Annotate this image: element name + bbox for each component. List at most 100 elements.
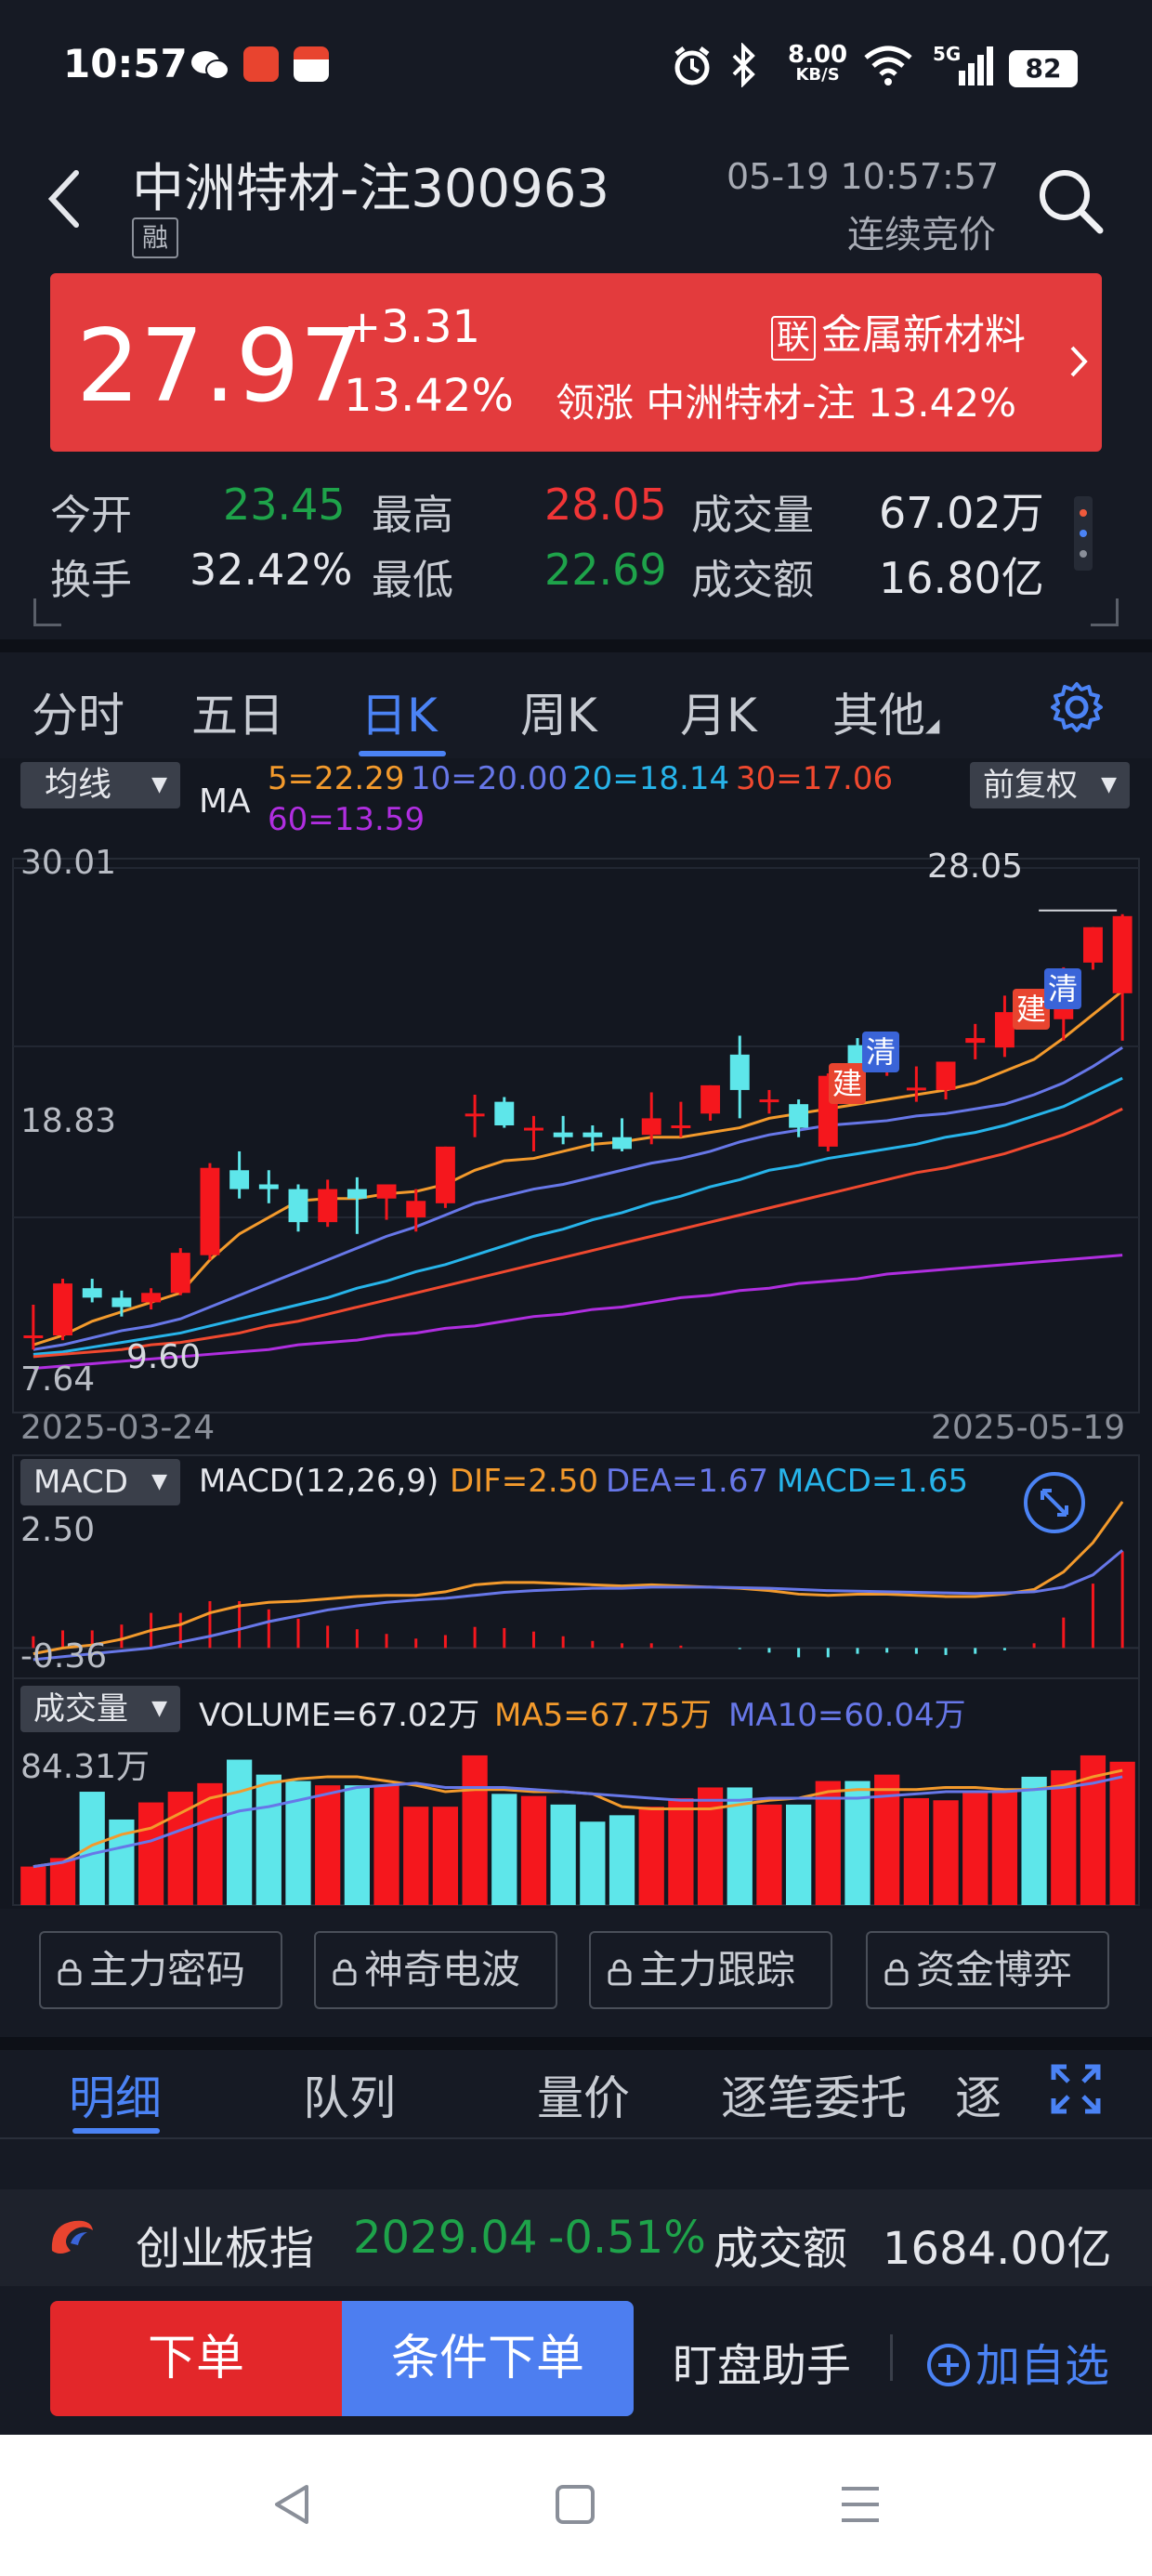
tab-five-day[interactable]: 五日 bbox=[191, 689, 284, 743]
build-position-tag[interactable]: 建 bbox=[829, 1063, 866, 1104]
volume-bar bbox=[697, 1787, 724, 1905]
status-time: 10:57 bbox=[63, 41, 188, 86]
candle-body bbox=[1083, 927, 1103, 963]
volume-y-top: 84.31万 bbox=[20, 1748, 151, 1786]
watch-assistant-button[interactable]: 盯盘助手 bbox=[673, 2340, 852, 2392]
volume-selector[interactable]: 成交量 ▼ bbox=[20, 1686, 180, 1732]
volume-bar bbox=[227, 1759, 253, 1905]
candle-body bbox=[583, 1132, 603, 1137]
price-change-pct: 13.42% bbox=[344, 370, 515, 422]
tab-intraday[interactable]: 分时 bbox=[32, 689, 124, 743]
search-icon bbox=[1040, 170, 1104, 234]
candle-body bbox=[82, 1288, 102, 1298]
tab-volume-price[interactable]: 量价 bbox=[537, 2071, 630, 2125]
volume-current: VOLUME=67.02万 bbox=[199, 1697, 480, 1734]
fullscreen-button[interactable] bbox=[1050, 2063, 1102, 2115]
bank-app-icon bbox=[243, 46, 279, 82]
clear-position-tag[interactable]: 清 bbox=[1044, 968, 1081, 1009]
turnover-value: 32.42% bbox=[190, 545, 353, 595]
conditional-order-button[interactable]: 条件下单 bbox=[342, 2301, 634, 2416]
ma30-value: 30=17.06 bbox=[736, 760, 894, 797]
volume-bar bbox=[1021, 1776, 1047, 1905]
y-axis-top: 30.01 bbox=[20, 844, 117, 882]
feature-main-tracking[interactable]: 主力跟踪 bbox=[589, 1931, 832, 2009]
candle-body bbox=[318, 1189, 338, 1223]
tab-more[interactable]: 逐 bbox=[955, 2071, 1001, 2125]
volume-bar bbox=[933, 1800, 959, 1905]
add-watchlist-button[interactable]: 加自选 bbox=[925, 2329, 1109, 2394]
corner-bracket-right bbox=[1091, 598, 1119, 626]
settings-button[interactable] bbox=[1048, 678, 1106, 736]
tab-queue[interactable]: 队列 bbox=[303, 2071, 396, 2125]
candle-body bbox=[612, 1137, 632, 1150]
ma-line-ma30 bbox=[33, 1107, 1123, 1359]
feature-capital-game[interactable]: 资金博弈 bbox=[866, 1931, 1109, 2009]
tab-other[interactable]: 其他◢ bbox=[832, 689, 940, 743]
corner-triangle-icon: ◢ bbox=[925, 714, 940, 736]
tab-order-by-order[interactable]: 逐笔委托 bbox=[721, 2071, 907, 2125]
tab-detail[interactable]: 明细 bbox=[69, 2071, 162, 2125]
adjust-selector[interactable]: 前复权 ▼ bbox=[970, 762, 1130, 808]
pay-app-icon bbox=[294, 46, 329, 82]
price-banner[interactable]: 27.97 +3.31 13.42% 联金属新材料 领涨 中洲特材-注 13.4… bbox=[50, 273, 1102, 452]
stock-chart[interactable] bbox=[0, 758, 1152, 1911]
open-label: 今开 bbox=[50, 492, 132, 539]
active-detail-indicator bbox=[72, 2128, 160, 2134]
volume-bar bbox=[344, 1785, 370, 1905]
ma5-value: 5=22.29 bbox=[268, 760, 405, 797]
macd-selector[interactable]: MACD ▼ bbox=[20, 1459, 180, 1505]
feature-magic-wave[interactable]: 神奇电波 bbox=[314, 1931, 557, 2009]
back-button[interactable] bbox=[45, 167, 82, 230]
search-button[interactable] bbox=[1035, 165, 1106, 236]
low-value: 22.69 bbox=[544, 545, 667, 595]
tab-monthly-k[interactable]: 月K bbox=[680, 689, 757, 743]
plus-circle-icon bbox=[927, 2344, 970, 2386]
volume-bar bbox=[844, 1781, 871, 1905]
lock-icon bbox=[884, 1959, 909, 1986]
expand-chart-button[interactable] bbox=[1022, 1470, 1087, 1535]
nav-menu-button[interactable] bbox=[838, 2483, 883, 2530]
bluetooth-icon bbox=[730, 42, 758, 91]
volume-bar bbox=[815, 1781, 841, 1905]
tab-weekly-k[interactable]: 周K bbox=[520, 689, 597, 743]
volume-bar bbox=[520, 1795, 547, 1905]
action-separator bbox=[890, 2334, 893, 2381]
nav-home-button[interactable] bbox=[554, 2483, 596, 2530]
chevron-right-icon bbox=[1067, 338, 1091, 385]
more-menu-icon[interactable] bbox=[1074, 496, 1093, 571]
date-end: 2025-05-19 bbox=[931, 1409, 1126, 1447]
candle-body bbox=[229, 1170, 250, 1189]
candle-body bbox=[53, 1283, 72, 1335]
lock-icon bbox=[608, 1959, 632, 1986]
nav-back-button[interactable] bbox=[269, 2481, 316, 2531]
candle-body bbox=[258, 1184, 279, 1189]
volume-bar bbox=[991, 1792, 1018, 1905]
amount-value: 16.80亿 bbox=[879, 553, 1044, 603]
build-position-tag[interactable]: 建 bbox=[1013, 989, 1050, 1030]
order-button[interactable]: 下单 bbox=[50, 2301, 342, 2416]
sector-link[interactable]: 联金属新材料 bbox=[771, 301, 1026, 361]
y-axis-bottom: 7.64 bbox=[20, 1360, 96, 1399]
clear-position-tag[interactable]: 清 bbox=[862, 1032, 899, 1072]
status-bar: 10:57 8.00 KB/S 5G 82 bbox=[0, 0, 1152, 130]
candle-body bbox=[376, 1184, 397, 1199]
candle-body bbox=[906, 1087, 926, 1091]
turnover-label: 换手 bbox=[50, 557, 132, 604]
index-ticker[interactable]: 创业板指 2029.04 -0.51% 成交额 1684.00亿 bbox=[0, 2189, 1152, 2286]
candle-body bbox=[347, 1189, 367, 1199]
ma-selector[interactable]: 均线 ▼ bbox=[20, 762, 180, 808]
tab-daily-k[interactable]: 日K bbox=[360, 689, 438, 743]
candle-body bbox=[435, 1146, 455, 1203]
candle-body bbox=[965, 1038, 986, 1044]
expand-icon bbox=[1024, 1472, 1085, 1533]
wifi-icon bbox=[862, 45, 914, 89]
volume-bar bbox=[49, 1858, 76, 1905]
volume-bar bbox=[315, 1785, 341, 1905]
dropdown-arrow-icon: ▼ bbox=[151, 773, 167, 796]
candle-body bbox=[700, 1084, 721, 1114]
dropdown-arrow-icon: ▼ bbox=[151, 1470, 167, 1493]
feature-main-code[interactable]: 主力密码 bbox=[39, 1931, 282, 2009]
volume-bar bbox=[79, 1792, 105, 1905]
candle-body bbox=[759, 1099, 779, 1103]
volume-bar bbox=[609, 1815, 635, 1905]
